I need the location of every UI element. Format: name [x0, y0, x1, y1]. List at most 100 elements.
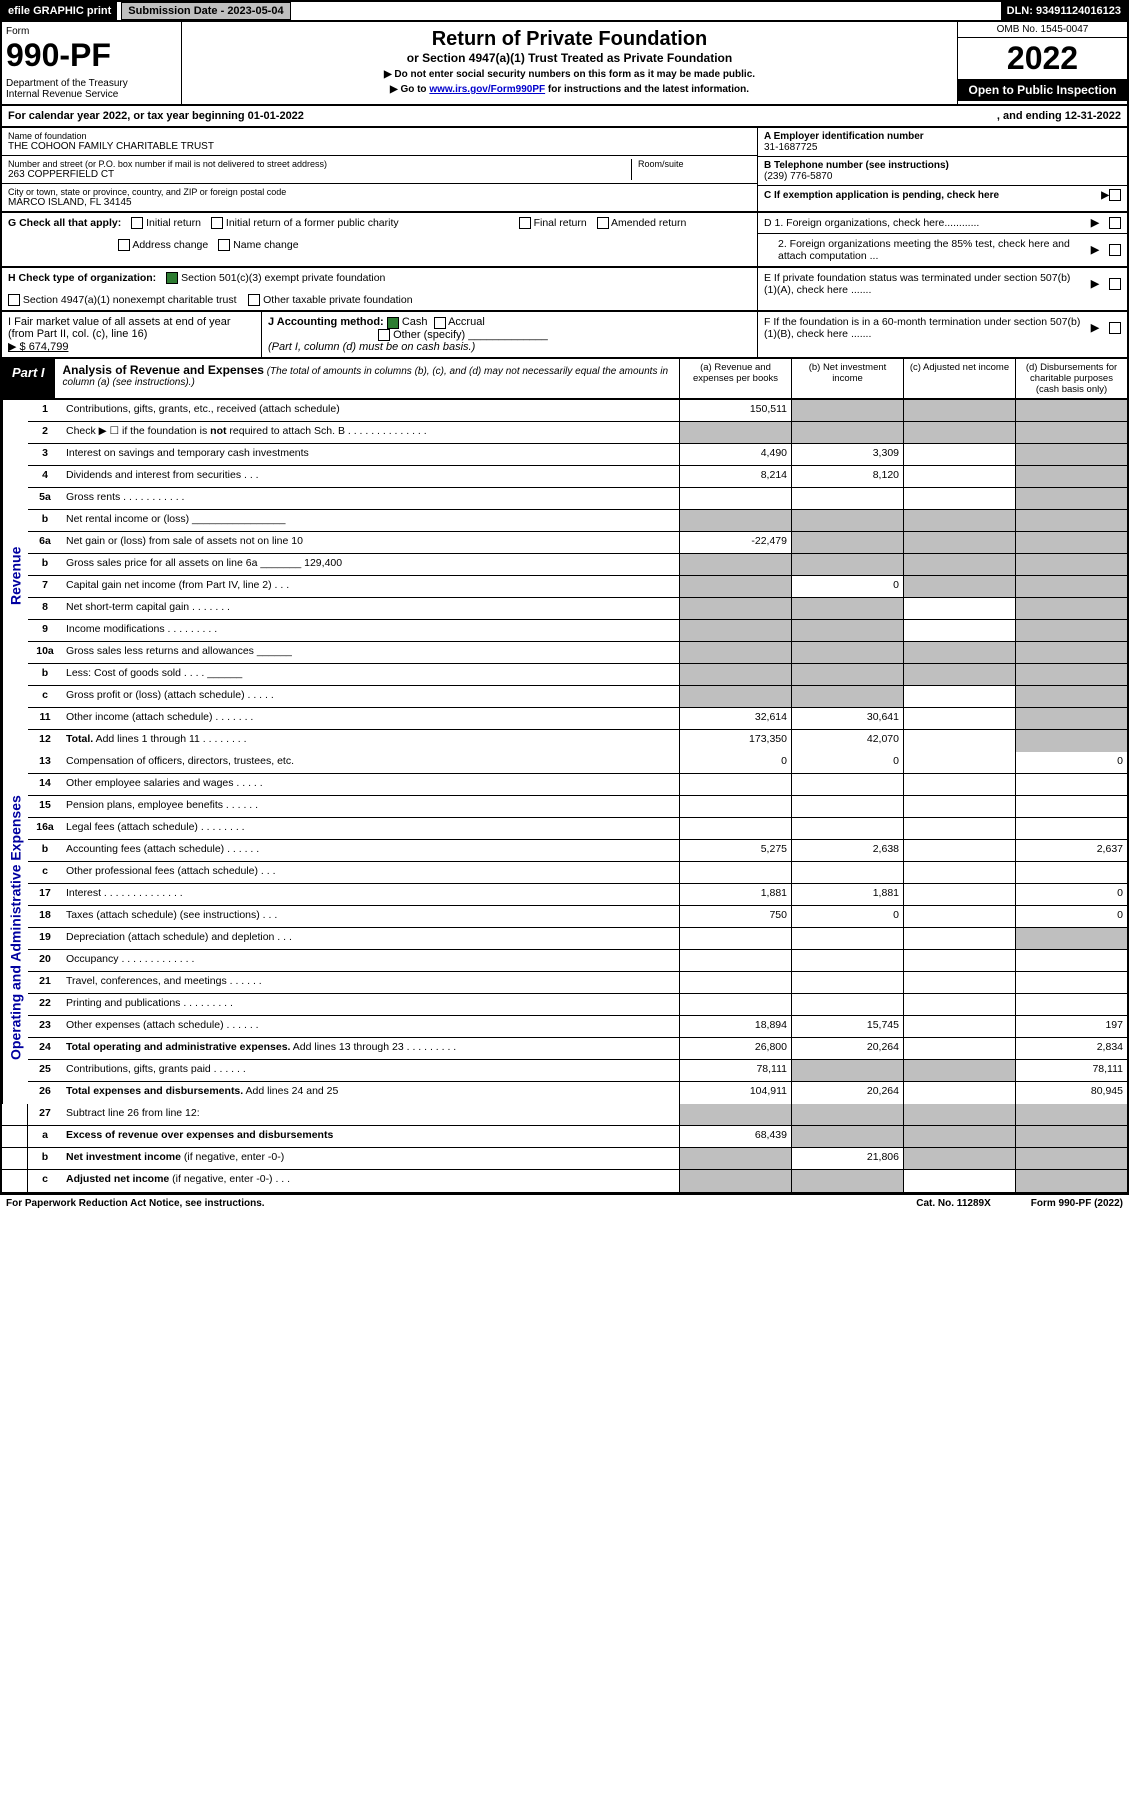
f-checkbox[interactable] — [1109, 322, 1121, 334]
col-c-cell — [903, 664, 1015, 685]
table-row: cGross profit or (loss) (attach schedule… — [28, 686, 1127, 708]
col-d-cell — [1015, 796, 1127, 817]
box-e: E If private foundation status was termi… — [757, 268, 1127, 310]
j-other-checkbox[interactable] — [378, 329, 390, 341]
col-d-cell — [1015, 510, 1127, 531]
col-c-cell — [903, 730, 1015, 752]
table-row: 7Capital gain net income (from Part IV, … — [28, 576, 1127, 598]
d1-checkbox[interactable] — [1109, 217, 1121, 229]
table-row: 1Contributions, gifts, grants, etc., rec… — [28, 400, 1127, 422]
col-c-cell — [903, 488, 1015, 509]
line-desc: Adjusted net income (if negative, enter … — [62, 1170, 679, 1192]
table-row: bAccounting fees (attach schedule) . . .… — [28, 840, 1127, 862]
box-f: F If the foundation is in a 60-month ter… — [757, 312, 1127, 357]
g-final-checkbox[interactable] — [519, 217, 531, 229]
table-row: 2Check ▶ ☐ if the foundation is not requ… — [28, 422, 1127, 444]
line-desc: Net rental income or (loss) ____________… — [62, 510, 679, 531]
e-checkbox[interactable] — [1109, 278, 1121, 290]
col-b-cell: 0 — [791, 576, 903, 597]
col-b-cell — [791, 1126, 903, 1147]
col-c-cell — [903, 576, 1015, 597]
col-d-cell — [1015, 422, 1127, 443]
h-other-checkbox[interactable] — [248, 294, 260, 306]
line-number: 5a — [28, 488, 62, 509]
dept-treasury: Department of the Treasury Internal Reve… — [6, 78, 177, 100]
col-d-cell — [1015, 664, 1127, 685]
col-b-cell — [791, 532, 903, 553]
header-left: Form 990-PF Department of the Treasury I… — [2, 22, 182, 104]
d2-checkbox[interactable] — [1109, 244, 1121, 256]
line-desc: Net investment income (if negative, ente… — [62, 1148, 679, 1169]
col-a-cell: 8,214 — [679, 466, 791, 487]
col-c-cell — [903, 884, 1015, 905]
exemption-cell: C If exemption application is pending, c… — [758, 186, 1127, 204]
col-a-cell — [679, 642, 791, 663]
g-amended-checkbox[interactable] — [597, 217, 609, 229]
line-desc: Interest on savings and temporary cash i… — [62, 444, 679, 465]
col-d-cell — [1015, 928, 1127, 949]
ein: 31-1687725 — [764, 142, 1121, 153]
table-row: 14Other employee salaries and wages . . … — [28, 774, 1127, 796]
col-c-cell — [903, 818, 1015, 839]
g-initial-former-checkbox[interactable] — [211, 217, 223, 229]
j-cash-checkbox[interactable] — [387, 317, 399, 329]
col-b-cell — [791, 510, 903, 531]
irs-link[interactable]: www.irs.gov/Form990PF — [429, 84, 545, 95]
form-title: Return of Private Foundation — [188, 28, 951, 51]
efile-label: efile GRAPHIC print — [2, 2, 117, 20]
line-number: 19 — [28, 928, 62, 949]
col-b-cell — [791, 774, 903, 795]
col-d-cell — [1015, 686, 1127, 707]
col-b-header: (b) Net investment income — [791, 359, 903, 398]
col-d-cell: 2,834 — [1015, 1038, 1127, 1059]
col-d-cell — [1015, 620, 1127, 641]
footer-form: Form 990-PF (2022) — [1031, 1198, 1123, 1209]
part1-label: Part I — [2, 359, 55, 398]
col-a-cell: 750 — [679, 906, 791, 927]
row-g-d: G Check all that apply: Initial return I… — [0, 213, 1129, 268]
col-d-cell: 80,945 — [1015, 1082, 1127, 1104]
col-a-cell — [679, 950, 791, 971]
h-opt-3: Other taxable private foundation — [263, 294, 412, 306]
col-c-cell — [903, 950, 1015, 971]
h-501c3-checkbox[interactable] — [166, 272, 178, 284]
col-b-cell — [791, 598, 903, 619]
col-b-cell: 42,070 — [791, 730, 903, 752]
line-number: 1 — [28, 400, 62, 421]
line-number: c — [28, 1170, 62, 1192]
table-row: 21Travel, conferences, and meetings . . … — [28, 972, 1127, 994]
col-b-cell — [791, 422, 903, 443]
table-row: 23Other expenses (attach schedule) . . .… — [28, 1016, 1127, 1038]
dln: DLN: 93491124016123 — [1001, 2, 1127, 20]
line-desc: Gross sales price for all assets on line… — [62, 554, 679, 575]
table-row: 12Total. Add lines 1 through 11 . . . . … — [28, 730, 1127, 752]
table-row: cAdjusted net income (if negative, enter… — [2, 1170, 1127, 1192]
arrow-icon: ▶ — [1091, 217, 1099, 229]
id-left: Name of foundation THE COHOON FAMILY CHA… — [2, 128, 757, 211]
table-row: 9Income modifications . . . . . . . . . — [28, 620, 1127, 642]
g-initial-checkbox[interactable] — [131, 217, 143, 229]
col-c-cell — [903, 1148, 1015, 1169]
c-checkbox[interactable] — [1109, 189, 1121, 201]
g-address-checkbox[interactable] — [118, 239, 130, 251]
col-b-cell — [791, 554, 903, 575]
col-a-cell — [679, 664, 791, 685]
g-name-checkbox[interactable] — [218, 239, 230, 251]
spacer — [2, 1104, 28, 1125]
i-label: I Fair market value of all assets at end… — [8, 316, 255, 340]
table-row: 19Depreciation (attach schedule) and dep… — [28, 928, 1127, 950]
col-c-cell — [903, 1126, 1015, 1147]
col-c-cell — [903, 862, 1015, 883]
j-accrual-checkbox[interactable] — [434, 317, 446, 329]
line-number: 9 — [28, 620, 62, 641]
line-desc: Gross rents . . . . . . . . . . . — [62, 488, 679, 509]
col-d-cell — [1015, 488, 1127, 509]
j-cash: Cash — [402, 316, 428, 328]
line-desc: Printing and publications . . . . . . . … — [62, 994, 679, 1015]
topbar: efile GRAPHIC print Submission Date - 20… — [0, 0, 1129, 22]
col-b-cell — [791, 686, 903, 707]
table-row: 24Total operating and administrative exp… — [28, 1038, 1127, 1060]
box-h: H Check type of organization: Section 50… — [2, 268, 757, 310]
col-c-cell — [903, 708, 1015, 729]
h-4947-checkbox[interactable] — [8, 294, 20, 306]
